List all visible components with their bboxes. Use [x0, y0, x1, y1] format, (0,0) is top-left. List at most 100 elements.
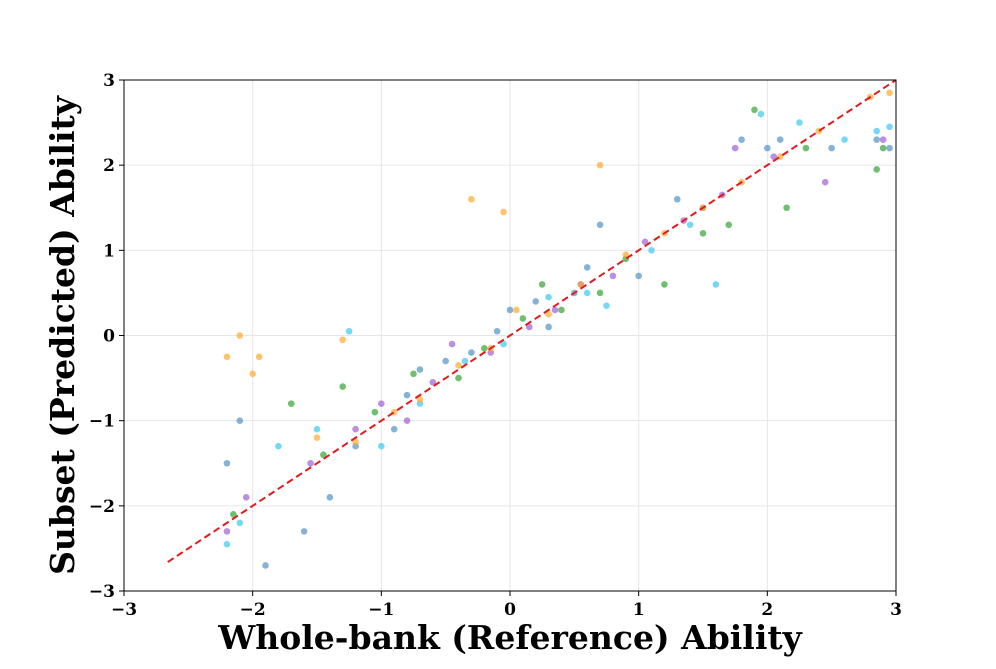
data-point — [783, 204, 790, 212]
data-point — [236, 519, 244, 527]
data-point — [313, 434, 321, 442]
data-point — [468, 195, 475, 203]
data-point — [442, 357, 449, 365]
data-point — [757, 110, 765, 118]
data-point — [841, 136, 848, 143]
data-point — [712, 281, 720, 288]
data-point — [236, 332, 244, 339]
y-tick-label: 0 — [103, 327, 115, 347]
data-point — [764, 144, 771, 152]
data-point — [879, 144, 887, 152]
data-point — [886, 123, 893, 131]
data-point — [551, 306, 559, 314]
data-point — [545, 293, 552, 301]
data-point — [725, 221, 733, 229]
data-point — [796, 119, 803, 126]
y-tick-label: 2 — [103, 156, 115, 176]
data-point — [545, 323, 552, 331]
data-point — [596, 221, 604, 229]
data-point — [873, 166, 880, 173]
data-point — [519, 315, 527, 322]
data-point — [641, 238, 649, 246]
data-point — [532, 298, 540, 305]
data-point — [493, 327, 501, 335]
data-point — [275, 442, 282, 450]
data-point — [352, 425, 359, 433]
data-point — [821, 178, 829, 186]
y-axis-title: Subset (Predicted) Ability — [43, 95, 82, 575]
data-point — [609, 272, 617, 280]
data-point — [223, 353, 231, 361]
data-point — [583, 289, 591, 297]
x-tick-label: 1 — [633, 600, 645, 620]
data-point — [403, 417, 411, 424]
data-point — [326, 494, 334, 501]
data-point — [480, 344, 488, 352]
data-point — [635, 272, 642, 280]
x-tick-label: 2 — [761, 600, 773, 620]
y-tick-label: −1 — [89, 412, 115, 432]
data-point — [673, 195, 681, 203]
data-point — [506, 306, 514, 314]
data-point — [886, 89, 893, 97]
data-point — [378, 442, 385, 450]
data-point — [313, 425, 321, 433]
data-point — [403, 391, 411, 399]
data-point — [828, 144, 835, 152]
y-tick-label: 3 — [103, 71, 115, 91]
data-point — [776, 136, 784, 143]
data-point — [455, 374, 462, 382]
data-point — [461, 357, 469, 365]
data-point — [699, 230, 707, 237]
data-point — [661, 281, 668, 288]
data-point — [429, 379, 437, 386]
data-point — [448, 340, 456, 348]
data-point — [262, 562, 269, 569]
data-point — [879, 136, 887, 143]
x-tick-label: 3 — [890, 600, 902, 620]
reference-line — [167, 79, 897, 563]
data-point — [223, 528, 231, 535]
data-point — [410, 370, 417, 378]
data-point — [596, 289, 604, 297]
data-point — [339, 336, 347, 344]
data-point — [455, 362, 462, 369]
data-point — [255, 353, 263, 361]
data-point — [738, 136, 745, 143]
data-point — [648, 247, 655, 254]
data-point — [352, 438, 359, 446]
data-point — [390, 425, 398, 433]
data-point — [731, 144, 739, 152]
data-point — [886, 144, 893, 152]
data-point — [223, 540, 231, 548]
y-tick-label: −3 — [89, 582, 115, 602]
data-point — [802, 144, 810, 152]
data-point — [371, 408, 379, 416]
data-point — [242, 494, 250, 501]
data-point — [583, 264, 591, 271]
data-point — [596, 161, 604, 169]
y-tick-label: 1 — [103, 241, 115, 261]
data-point — [686, 221, 694, 229]
axis-ticks: −3 −2 −1 0 1 2 3 −3 −2 −1 0 1 2 3 — [89, 71, 902, 620]
data-point — [513, 306, 520, 314]
data-point — [287, 400, 295, 407]
y-tick-label: −2 — [89, 497, 115, 517]
data-points — [223, 89, 893, 569]
data-point — [751, 106, 758, 114]
data-point — [416, 396, 424, 403]
data-point — [468, 349, 475, 356]
x-tick-label: −1 — [368, 600, 394, 620]
data-point — [545, 310, 552, 318]
data-point — [230, 511, 237, 518]
x-tick-label: 0 — [504, 600, 516, 620]
data-point — [603, 302, 610, 309]
data-point — [339, 383, 347, 390]
data-point — [223, 459, 231, 467]
data-point — [249, 370, 256, 378]
data-point — [622, 251, 630, 258]
x-axis-title: Whole-bank (Reference) Ability — [217, 618, 802, 657]
data-point — [873, 127, 880, 135]
